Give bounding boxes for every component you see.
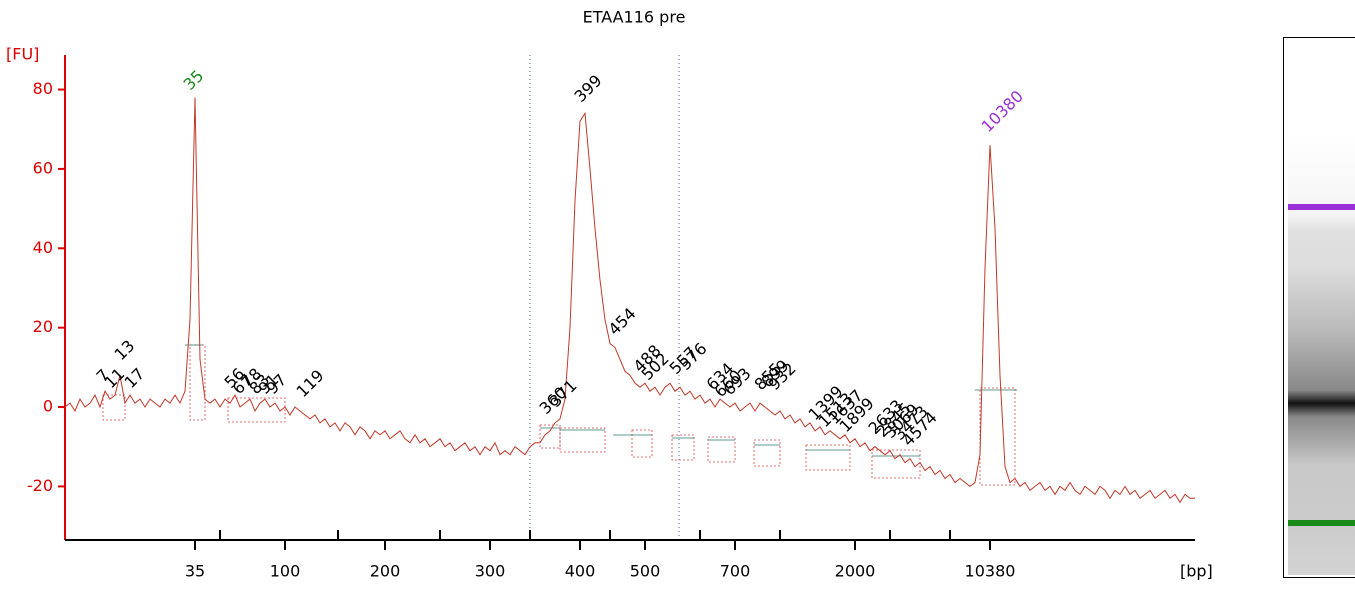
peak-label: 399 xyxy=(571,71,606,106)
gel-lane xyxy=(1283,37,1355,578)
peak-label: 17 xyxy=(121,364,149,392)
peak-window xyxy=(805,444,851,471)
y-tick-label: 40 xyxy=(33,238,53,257)
x-tick-label: 100 xyxy=(270,562,301,581)
y-axis-label: [FU] xyxy=(6,45,39,64)
peak-window xyxy=(631,429,653,458)
x-tick-label: 35 xyxy=(185,562,205,581)
y-tick-label: 0 xyxy=(43,397,53,416)
peak-label: 13 xyxy=(111,336,139,364)
upper-marker-band xyxy=(1288,204,1355,210)
y-tick-label: 80 xyxy=(33,79,53,98)
x-tick-label: 300 xyxy=(475,562,506,581)
x-tick-label: 500 xyxy=(630,562,661,581)
peak-window xyxy=(979,387,1016,486)
peak-window xyxy=(539,424,561,449)
peak-window xyxy=(189,344,206,421)
peak-label: 10380 xyxy=(978,87,1027,136)
x-tick-label: 200 xyxy=(370,562,401,581)
chart-title: ETAA116 pre xyxy=(583,8,686,27)
x-tick-label: 700 xyxy=(720,562,751,581)
peak-label: 119 xyxy=(293,366,328,401)
x-tick-label: 400 xyxy=(565,562,596,581)
x-axis-label: [bp] xyxy=(1180,562,1213,581)
peak-window xyxy=(671,434,695,461)
trace xyxy=(64,97,1195,504)
peak-window xyxy=(753,439,781,467)
peak-window xyxy=(227,397,286,423)
peak-label: 35 xyxy=(180,66,208,94)
peak-window xyxy=(871,449,921,479)
x-tick-label: 10380 xyxy=(965,562,1016,581)
y-tick-label: 60 xyxy=(33,158,53,177)
peak-window xyxy=(102,394,126,421)
gel-image xyxy=(1288,135,1355,575)
y-tick-label: -20 xyxy=(27,476,53,495)
peak-window xyxy=(707,436,736,463)
peak-window xyxy=(559,427,606,453)
peak-label: 454 xyxy=(605,304,640,339)
x-tick-label: 2000 xyxy=(835,562,876,581)
y-tick-label: 20 xyxy=(33,317,53,336)
lower-marker-band xyxy=(1288,520,1355,526)
